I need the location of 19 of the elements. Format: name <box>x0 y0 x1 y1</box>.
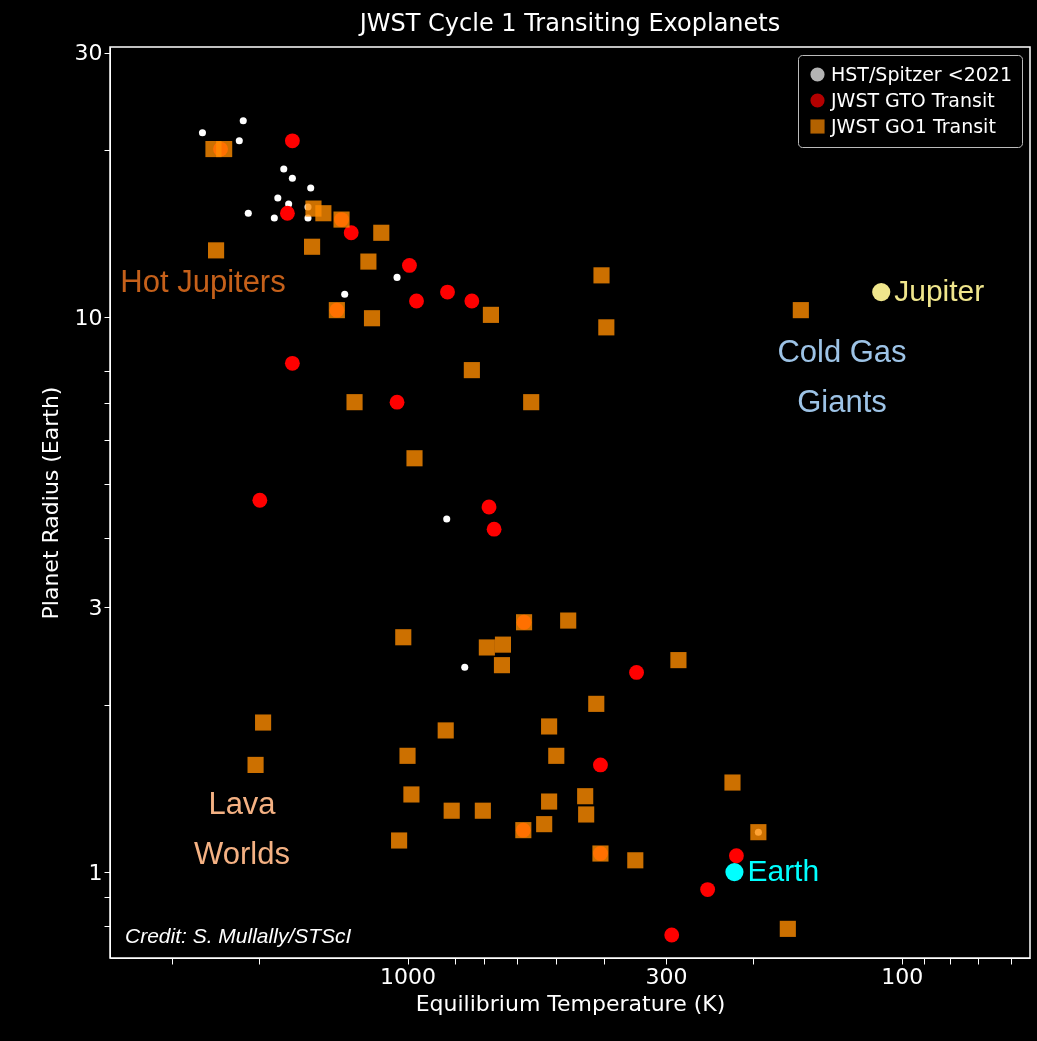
x-tick-label: 1000 <box>380 963 437 989</box>
legend-label: HST/Spitzer <2021 <box>831 62 1012 85</box>
legend-label: JWST GO1 Transit <box>830 114 996 137</box>
annotation: Earth <box>747 854 820 888</box>
y-tick-label: 10 <box>74 304 103 330</box>
x-axis-title: Equilibrium Temperature (K) <box>415 990 726 1016</box>
y-tick-label: 30 <box>74 40 103 66</box>
x-tick-label: 100 <box>881 963 924 989</box>
annotation: Jupiter <box>894 274 985 308</box>
y-tick-label: 3 <box>88 594 103 620</box>
y-axis-title: Planet Radius (Earth) <box>37 386 63 620</box>
annotation: Cold Gas Giants <box>777 334 907 419</box>
annotation: Hot Jupiters <box>120 264 286 299</box>
annotation: Credit: S. Mullally/STScI <box>125 924 352 947</box>
y-tick-label: 1 <box>88 859 103 885</box>
annotation: Lava Worlds <box>194 786 290 871</box>
legend-label: JWST GTO Transit <box>830 88 995 111</box>
chart-title: JWST Cycle 1 Transiting Exoplanets <box>357 8 781 37</box>
x-tick-label: 300 <box>645 963 688 989</box>
